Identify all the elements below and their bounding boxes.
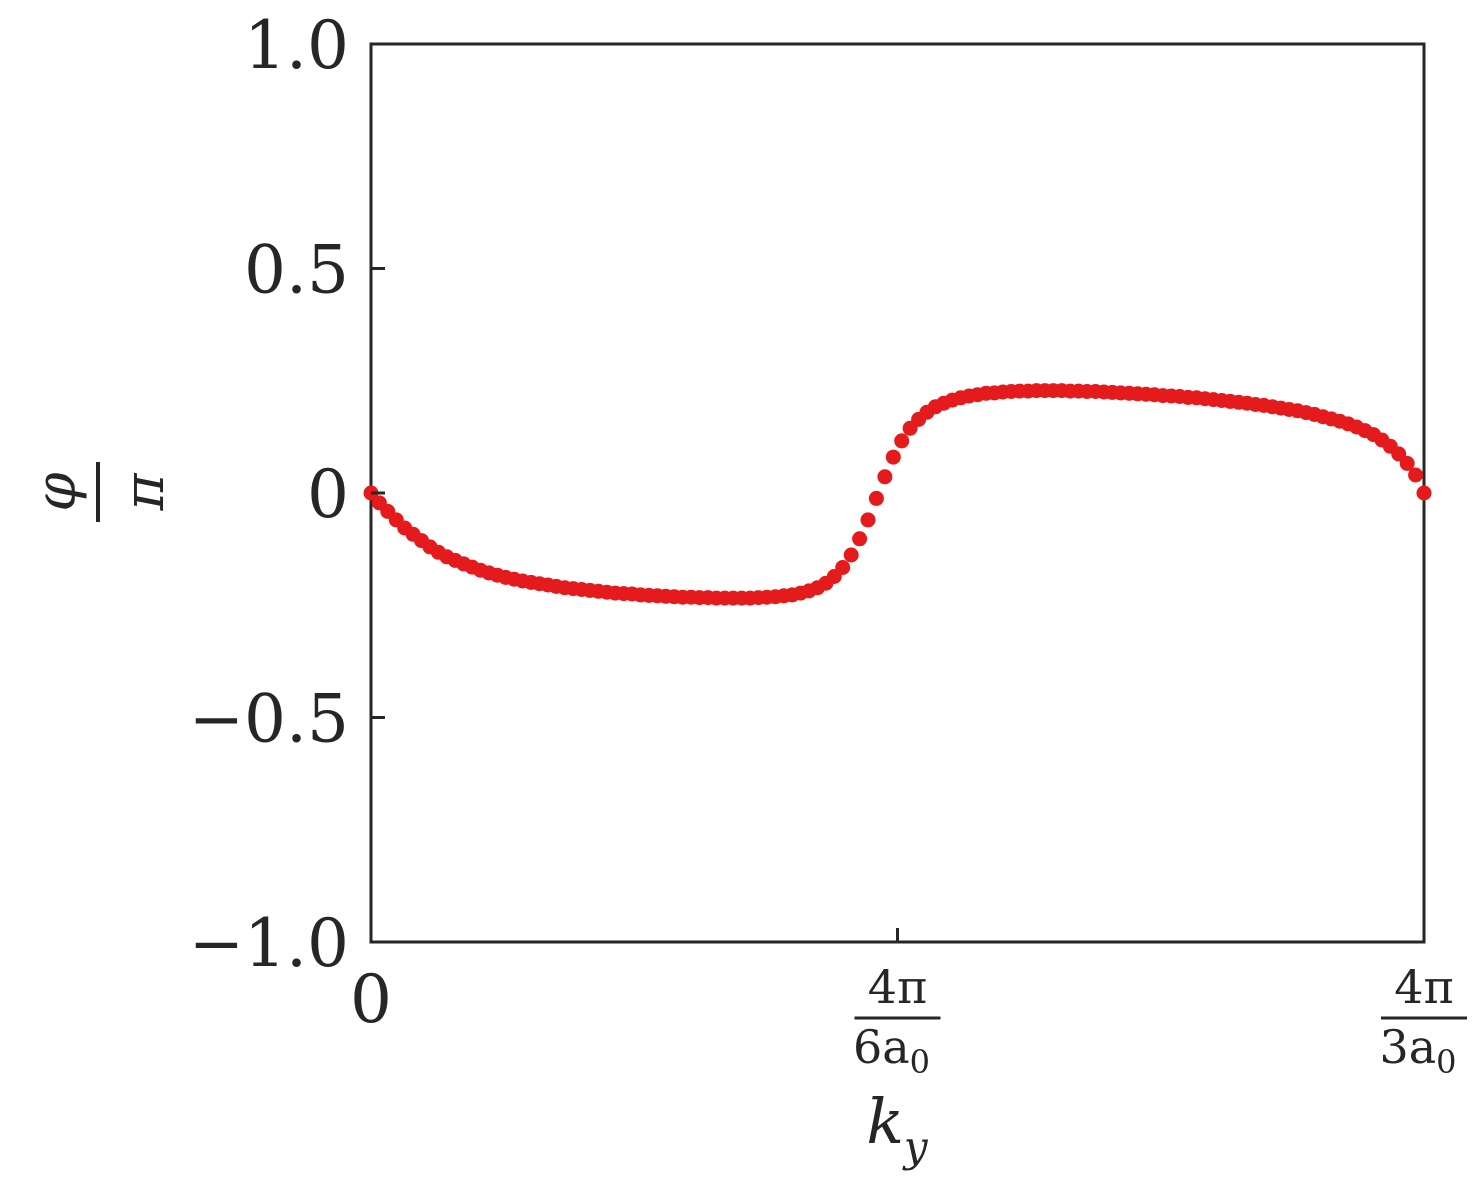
y-tick-label: −0.5 — [189, 681, 349, 758]
y-tick-label: −1.0 — [189, 905, 349, 982]
y-tick-label: 0.5 — [244, 232, 349, 309]
data-point — [877, 469, 893, 485]
y-tick-label: 0 — [307, 456, 349, 533]
x-tick-label-numerator: 4π — [1394, 960, 1454, 1014]
x-axis-label-main: k — [866, 1085, 904, 1158]
data-point — [885, 449, 901, 465]
y-axis-label: φ π — [24, 462, 177, 522]
data-point — [860, 512, 876, 528]
x-tick-label-denominator: 3a0 — [1379, 1020, 1456, 1081]
data-point — [1399, 455, 1415, 471]
data-point — [894, 433, 910, 449]
data-point — [843, 547, 859, 563]
x-axis-label-sub: y — [902, 1122, 929, 1171]
y-axis-ticks: 1.0 0.5 0 −0.5 −1.0 — [189, 7, 385, 982]
data-point — [835, 560, 851, 575]
y-axis-label-denominator: π — [112, 472, 177, 511]
plot-frame — [369, 42, 1426, 944]
data-point — [852, 531, 868, 547]
data-point — [1416, 485, 1432, 501]
data-point — [1408, 467, 1424, 483]
y-tick-label: 1.0 — [244, 7, 349, 84]
x-tick-label-denominator: 6a0 — [853, 1020, 930, 1081]
x-tick-label-numerator: 4π — [868, 960, 928, 1014]
data-points — [363, 383, 1432, 606]
x-axis-label: ky — [866, 1085, 929, 1171]
plot-border — [369, 42, 1426, 944]
y-axis-label-numerator: φ — [24, 472, 89, 511]
data-point — [868, 490, 884, 506]
x-tick-label: 0 — [350, 961, 392, 1038]
